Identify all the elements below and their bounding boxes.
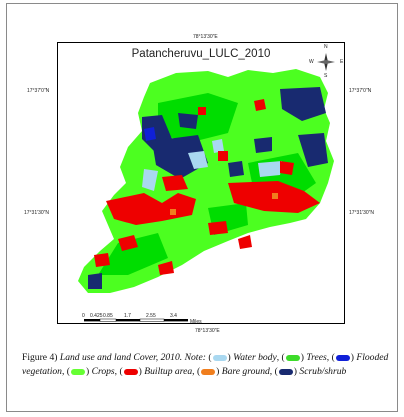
water-region xyxy=(212,139,224,153)
legend-item: () Crops, xyxy=(64,366,118,377)
scrub-region xyxy=(254,137,272,153)
legend-item: () Scrub/shrub xyxy=(272,366,347,377)
bare-ground-region xyxy=(272,193,278,199)
scrub-region xyxy=(228,161,244,177)
lon-label-bottom: 78°13'30"E xyxy=(195,328,220,334)
bare-ground-region xyxy=(170,209,176,215)
builtup-region xyxy=(238,235,252,249)
caption-label: Figure 4) xyxy=(22,352,58,363)
legend-label: Trees xyxy=(306,352,327,363)
legend-swatch xyxy=(335,354,350,361)
trees-region xyxy=(98,233,168,275)
east-label: E xyxy=(340,59,344,65)
scale-tick-0: 0 xyxy=(82,313,85,319)
legend-item: () Bare ground, xyxy=(194,366,273,377)
legend-label: Bare ground xyxy=(221,366,270,377)
map-title: Patancheruvu_LULC_2010 xyxy=(131,48,271,60)
lulc-map xyxy=(78,69,334,322)
scale-tick-1: 0.425 xyxy=(90,313,103,319)
water-region xyxy=(188,151,208,169)
legend-label: Water body xyxy=(233,352,277,363)
scale-unit: Miles xyxy=(190,319,202,325)
north-arrow-icon xyxy=(317,53,335,71)
legend-swatch xyxy=(123,368,138,375)
caption-text: Land use and land Cover, 2010. Note: xyxy=(59,352,206,363)
scrub-region xyxy=(178,113,198,129)
scrub-region xyxy=(280,87,326,121)
legend-label: Builtup area xyxy=(144,366,193,377)
scale-tick-2: 0.85 xyxy=(103,313,113,319)
builtup-region xyxy=(158,261,174,275)
scale-tick-3: 1.7 xyxy=(124,313,131,319)
water-region xyxy=(142,169,158,191)
scale-bar xyxy=(84,318,188,322)
builtup-region xyxy=(106,193,196,225)
trees-region xyxy=(158,93,238,143)
legend-swatch xyxy=(278,368,293,375)
builtup-region xyxy=(280,161,294,175)
scale-tick-4: 2.55 xyxy=(146,313,156,319)
builtup-region xyxy=(208,221,228,235)
legend-swatch xyxy=(201,368,216,375)
builtup-region xyxy=(94,253,110,267)
scrub-region xyxy=(88,273,102,289)
lat-label-upper-right: 17°37'0"N xyxy=(349,88,372,94)
scale-tick-5: 3.4 xyxy=(170,313,177,319)
flooded-vegetation-region xyxy=(144,127,156,141)
legend-item: () Trees, xyxy=(279,352,330,363)
south-label: S xyxy=(324,73,328,79)
builtup-region xyxy=(218,151,228,161)
scrub-region xyxy=(298,133,328,167)
legend-swatch xyxy=(212,354,227,361)
map-frame xyxy=(57,42,345,324)
north-label: N xyxy=(324,44,328,50)
legend-item: () Flooded vegetation, xyxy=(22,352,389,377)
legend-label: Flooded vegetation xyxy=(22,352,389,377)
legend-swatch xyxy=(70,368,85,375)
lat-label-mid-left: 17°31'30"N xyxy=(24,210,50,216)
legend-label: Crops xyxy=(91,366,115,377)
figure-caption: Figure 4) Land use and land Cover, 2010.… xyxy=(22,351,394,379)
legend-item: () Water body, xyxy=(208,352,280,363)
builtup-region xyxy=(162,175,188,191)
builtup-region xyxy=(118,235,138,251)
legend-item: () Builtup area, xyxy=(117,366,195,377)
legend-label: Scrub/shrub xyxy=(299,366,347,377)
west-label: W xyxy=(309,59,314,65)
water-region xyxy=(258,161,282,177)
legend-swatch xyxy=(285,354,300,361)
builtup-region xyxy=(254,99,266,111)
lat-label-upper-left: 17°37'0"N xyxy=(27,88,50,94)
lat-label-mid-right: 17°31'30"N xyxy=(349,210,375,216)
lon-label-top: 78°13'30"E xyxy=(193,34,218,40)
builtup-region xyxy=(198,107,206,115)
